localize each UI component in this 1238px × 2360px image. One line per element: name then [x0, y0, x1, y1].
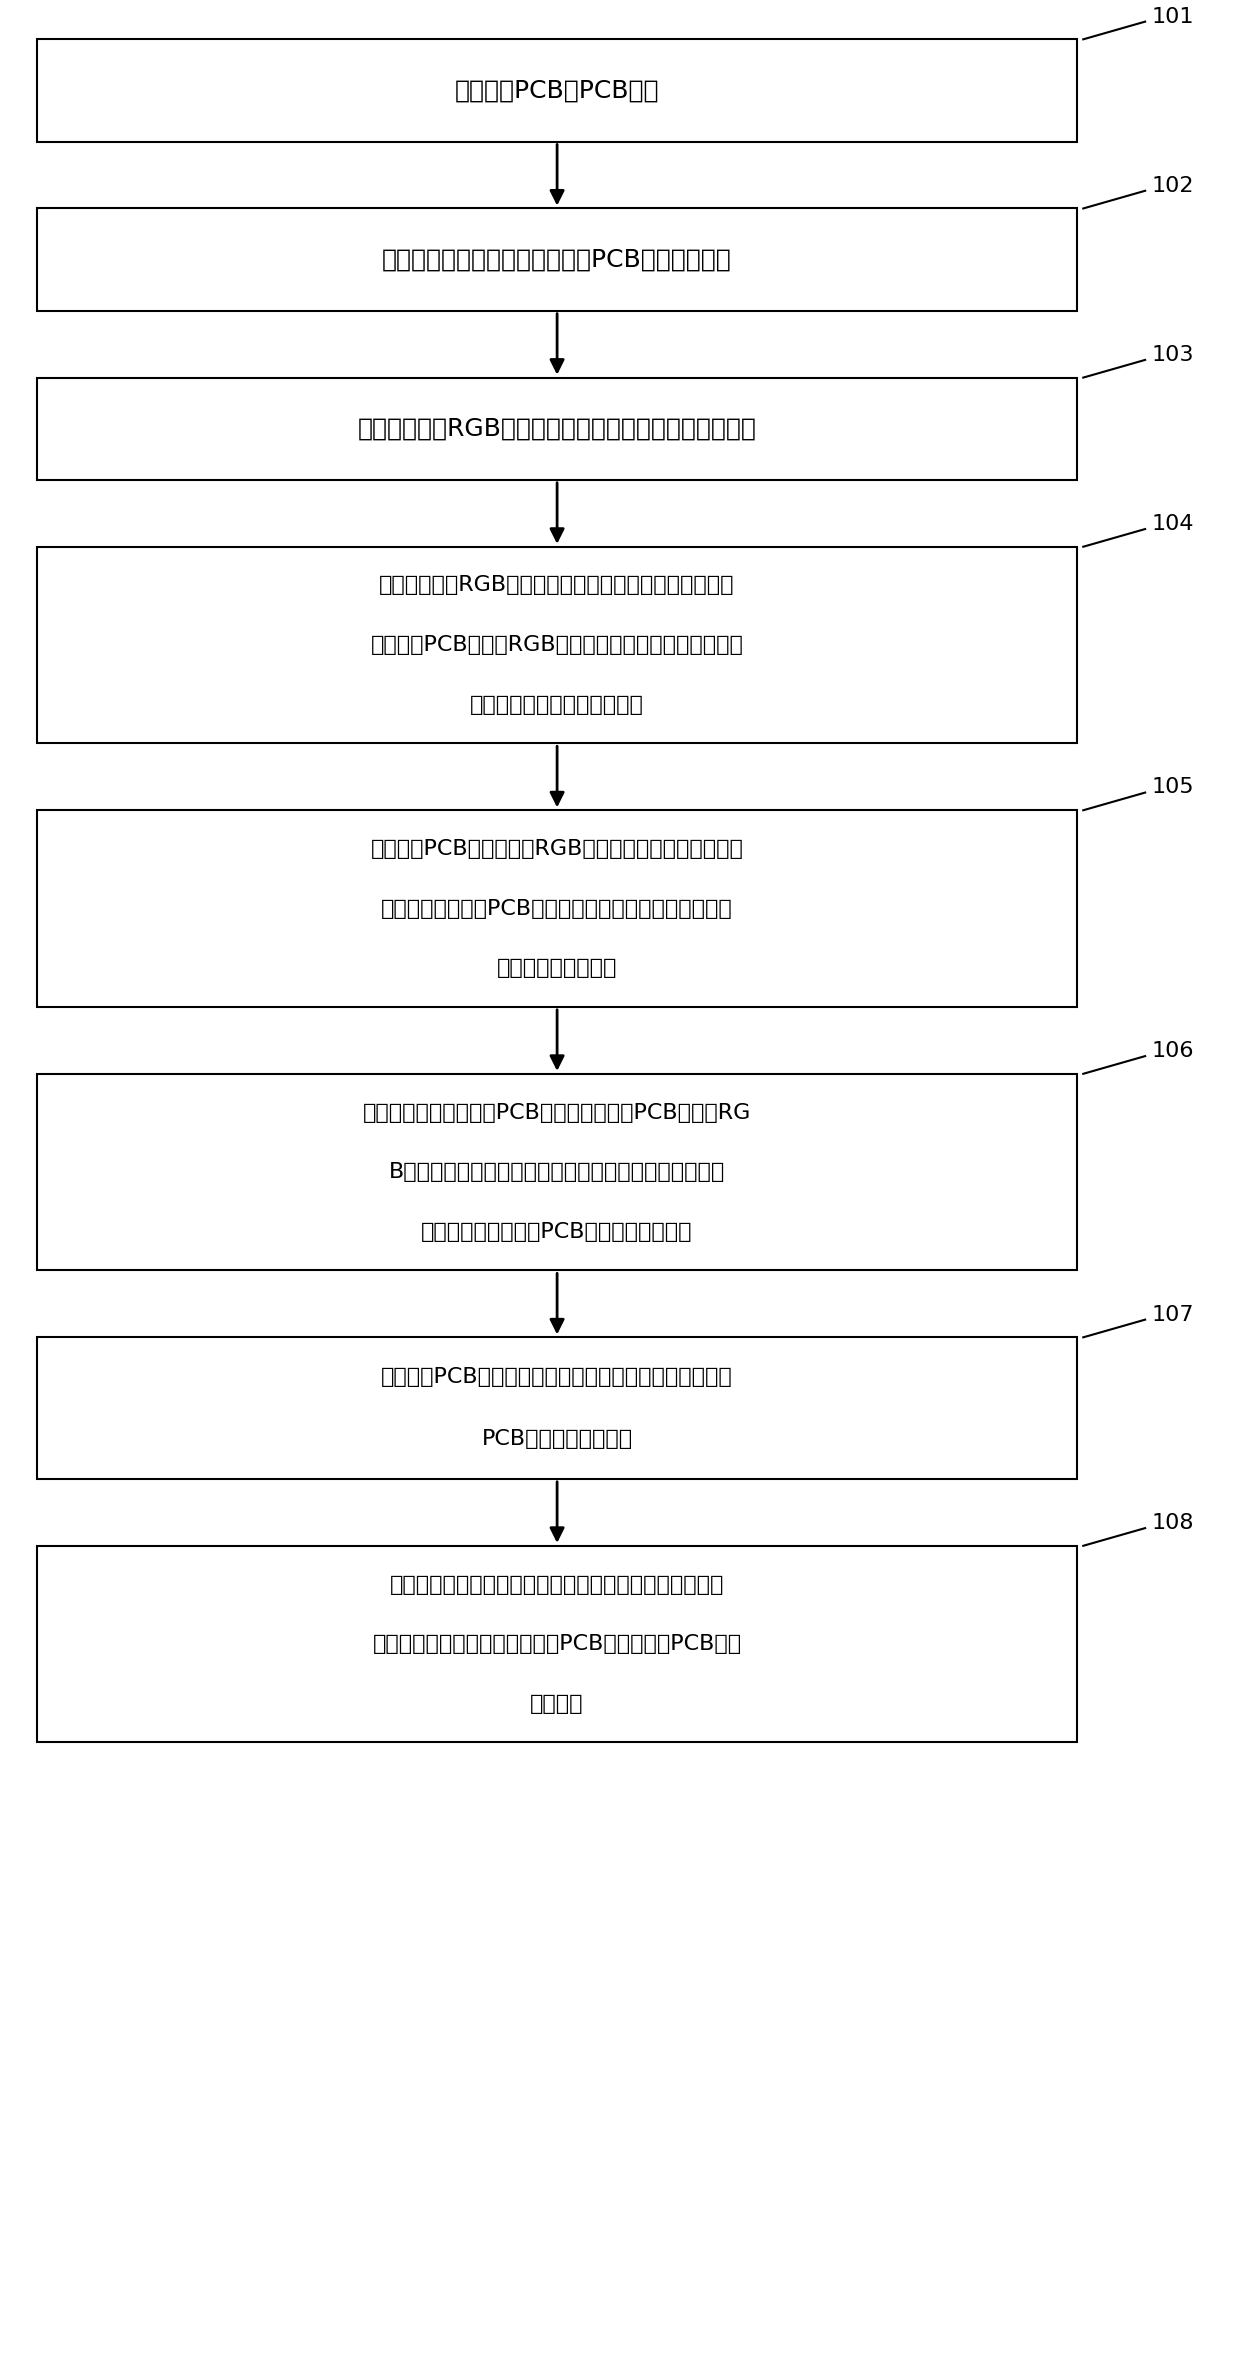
Text: 构对比信息在所述PCB图像中标注指定模块，并记录所述: 构对比信息在所述PCB图像中标注指定模块，并记录所述: [381, 899, 733, 918]
Text: 对具有相同指定模块的PCB图像，使用所述PCB图像的RG: 对具有相同指定模块的PCB图像，使用所述PCB图像的RG: [363, 1102, 751, 1123]
Text: 102: 102: [1151, 175, 1193, 196]
Bar: [37, 208, 1077, 312]
Text: PCB图像的第二相似度: PCB图像的第二相似度: [482, 1428, 633, 1449]
Bar: [37, 1074, 1077, 1270]
Bar: [37, 1338, 1077, 1480]
Text: 107: 107: [1151, 1305, 1193, 1324]
Text: 指定模块的位置信息: 指定模块的位置信息: [496, 958, 618, 977]
Bar: [37, 378, 1077, 479]
Text: 使用所述PCB图像中的指定模块的位置信息两两计算所述: 使用所述PCB图像中的指定模块的位置信息两两计算所述: [381, 1366, 733, 1388]
Text: 103: 103: [1151, 345, 1193, 366]
Text: B直方图、亮度、对比度和结构对比信息的均值、方差和: B直方图、亮度、对比度和结构对比信息的均值、方差和: [389, 1161, 725, 1182]
Bar: [37, 809, 1077, 1008]
Text: 101: 101: [1151, 7, 1193, 26]
Bar: [37, 548, 1077, 743]
Text: 105: 105: [1151, 776, 1193, 798]
Text: 使用所述块的RGB直方图、亮度、对比度和结构对比信息: 使用所述块的RGB直方图、亮度、对比度和结构对比信息: [379, 576, 735, 595]
Text: 当确定第一相似度大于第一预设阈值，且第二相似度大于: 当确定第一相似度大于第一预设阈值，且第二相似度大于: [390, 1574, 724, 1595]
Text: 以预设步长为单位的网格对所述PCB图像进行分块: 以预设步长为单位的网格对所述PCB图像进行分块: [383, 248, 732, 271]
Text: 比信息的均值、方差和协方差: 比信息的均值、方差和协方差: [470, 694, 644, 715]
Bar: [37, 1546, 1077, 1742]
Text: 104: 104: [1151, 514, 1193, 533]
Text: 协方差两两计算所述PCB图像的第一相似度: 协方差两两计算所述PCB图像的第一相似度: [421, 1222, 693, 1241]
Text: 获取多个PCB的PCB图像: 获取多个PCB的PCB图像: [454, 78, 660, 101]
Text: 计算所述PCB图像的RGB直方图、亮度、对比度和结构对: 计算所述PCB图像的RGB直方图、亮度、对比度和结构对: [370, 635, 744, 656]
Text: 质化产品: 质化产品: [530, 1694, 584, 1713]
Bar: [37, 40, 1077, 142]
Text: 第二预设阈值时，确定两个所述PCB图像对应的PCB为同: 第二预设阈值时，确定两个所述PCB图像对应的PCB为同: [373, 1633, 742, 1654]
Text: 106: 106: [1151, 1041, 1193, 1062]
Text: 根据所述PCB图像的块的RGB直方图、亮度、对比度和结: 根据所述PCB图像的块的RGB直方图、亮度、对比度和结: [370, 840, 744, 859]
Text: 108: 108: [1151, 1513, 1193, 1534]
Text: 获取所述块的RGB直方图、亮度、对比度和结构对比信息: 获取所述块的RGB直方图、亮度、对比度和结构对比信息: [358, 418, 756, 441]
